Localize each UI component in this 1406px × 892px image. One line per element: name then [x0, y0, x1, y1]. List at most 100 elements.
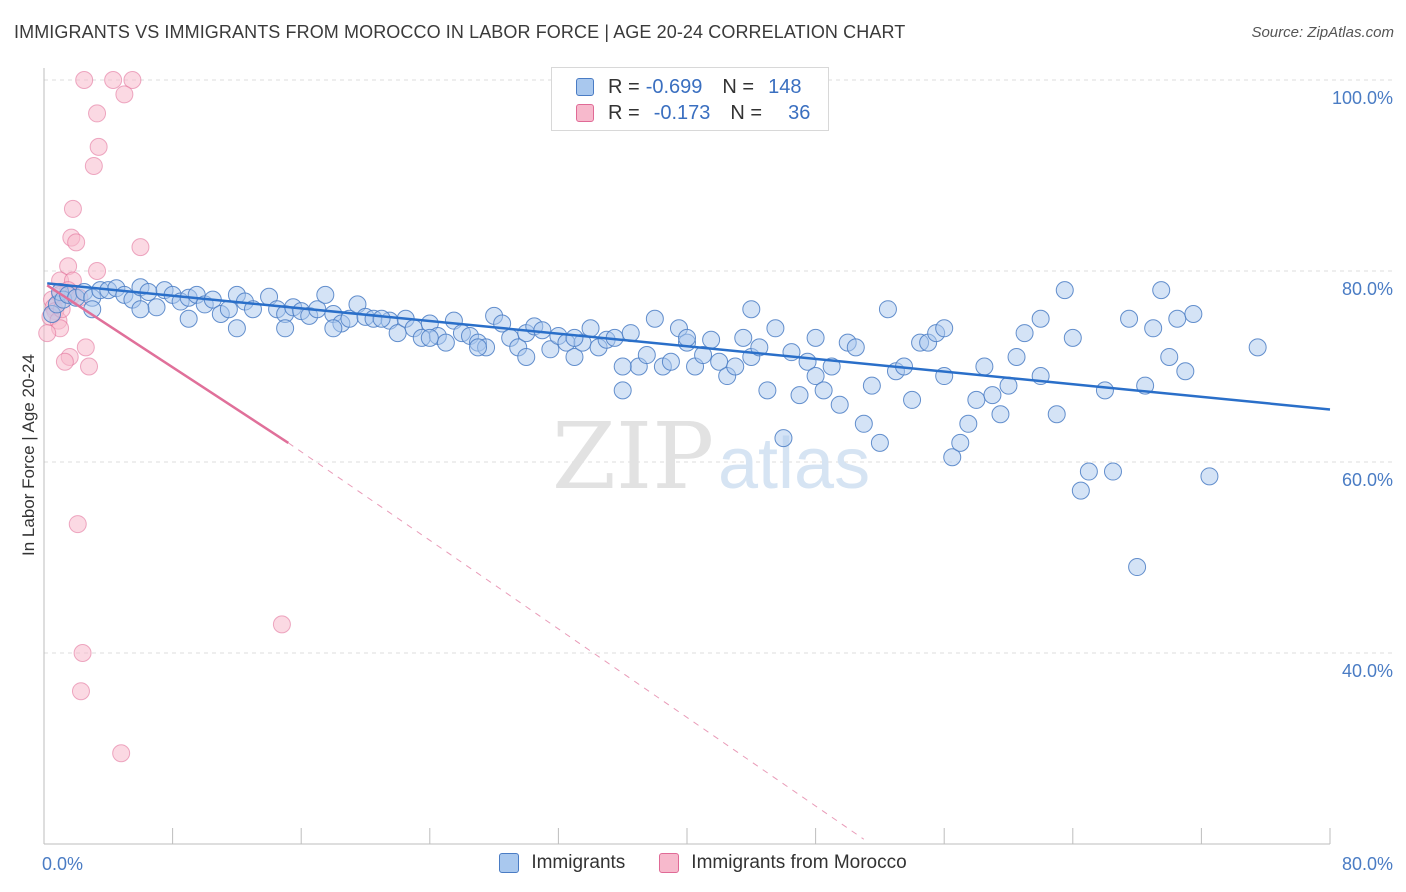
point-immigrants — [822, 357, 841, 376]
legend-r-value: -0.173 — [653, 101, 711, 124]
point-immigrants — [1128, 558, 1147, 577]
point-immigrants — [975, 357, 994, 376]
trend-line-morocco-extension — [288, 442, 865, 840]
point-immigrants — [316, 285, 335, 304]
point-immigrants — [750, 338, 769, 357]
point-immigrants — [758, 381, 777, 400]
point-immigrants — [991, 405, 1010, 424]
y-tick-labels: 100.0% 80.0% 60.0% 40.0% — [1332, 88, 1393, 681]
point-immigrants — [324, 319, 343, 338]
point-morocco — [80, 357, 99, 376]
point-immigrants — [943, 448, 962, 467]
legend-item-immigrants[interactable]: Immigrants — [499, 852, 625, 874]
legend-n-label: N = — [722, 75, 755, 98]
point-morocco — [123, 71, 142, 89]
point-immigrants — [790, 386, 809, 405]
source-label: Source: ZipAtlas.com — [1251, 24, 1394, 41]
point-immigrants — [1015, 324, 1034, 343]
point-immigrants — [1031, 309, 1050, 328]
point-immigrants — [147, 298, 166, 317]
series-legend: Immigrants Immigrants from Morocco — [0, 852, 1406, 874]
point-immigrants — [420, 328, 439, 347]
legend-swatch-blue — [576, 78, 594, 96]
point-morocco — [88, 104, 107, 123]
trend-lines — [46, 282, 1331, 840]
x-tick-labels: 0.0% 80.0% — [42, 854, 1393, 874]
point-immigrants — [1152, 281, 1171, 300]
legend-r-label: R = — [608, 75, 640, 98]
point-immigrants — [1095, 381, 1114, 400]
point-immigrants — [1103, 462, 1122, 481]
point-immigrants — [227, 319, 246, 338]
legend-item-label: Immigrants from Morocco — [691, 852, 907, 873]
y-tick-label: 100.0% — [1332, 88, 1393, 108]
point-immigrants — [959, 414, 978, 433]
point-immigrants — [774, 429, 793, 448]
point-immigrants — [1176, 362, 1195, 381]
series-immigrants — [43, 278, 1267, 577]
point-immigrants — [131, 300, 150, 319]
point-morocco — [131, 238, 150, 257]
point-immigrants — [541, 340, 560, 359]
point-morocco — [112, 744, 131, 763]
point-morocco — [84, 156, 103, 175]
point-immigrants — [967, 390, 986, 409]
legend-swatch-pink — [576, 104, 594, 122]
point-immigrants — [1055, 281, 1074, 300]
point-immigrants — [1007, 347, 1026, 366]
point-immigrants — [734, 328, 753, 347]
point-morocco — [67, 233, 86, 252]
point-immigrants — [854, 414, 873, 433]
point-immigrants — [581, 319, 600, 338]
point-immigrants — [935, 319, 954, 338]
point-immigrants — [1160, 347, 1179, 366]
point-morocco — [63, 199, 82, 218]
point-immigrants — [1168, 309, 1187, 328]
point-immigrants — [846, 338, 865, 357]
point-immigrants — [806, 367, 825, 386]
point-immigrants — [1120, 309, 1139, 328]
legend-swatch-blue — [499, 853, 520, 873]
point-morocco — [55, 352, 74, 371]
point-immigrants — [1144, 319, 1163, 338]
trend-line-morocco — [46, 284, 290, 444]
point-immigrants — [1248, 338, 1267, 357]
point-immigrants — [983, 386, 1002, 405]
point-immigrants — [1184, 304, 1203, 323]
point-immigrants — [870, 433, 889, 452]
point-immigrants — [1071, 481, 1090, 500]
point-immigrants — [517, 347, 536, 366]
y-tick-label: 60.0% — [1342, 470, 1393, 490]
series-morocco — [38, 71, 291, 763]
point-immigrants — [862, 376, 881, 395]
watermark: ZIP atlas — [552, 403, 870, 510]
trend-line-immigrants — [47, 282, 1331, 411]
chart-title: IMMIGRANTS VS IMMIGRANTS FROM MOROCCO IN… — [14, 22, 906, 42]
legend-n-label: N = — [730, 101, 763, 124]
legend-row-morocco: R = -0.173 N = 36 — [576, 102, 810, 124]
point-immigrants — [903, 390, 922, 409]
watermark-atlas: atlas — [718, 424, 870, 504]
point-immigrants — [694, 346, 713, 365]
legend-item-morocco[interactable]: Immigrants from Morocco — [659, 852, 907, 874]
point-morocco — [68, 515, 87, 534]
point-immigrants — [702, 330, 721, 349]
y-axis-title: In Labor Force | Age 20-24 — [19, 354, 38, 556]
point-immigrants — [830, 395, 849, 414]
point-immigrants — [372, 309, 391, 328]
point-morocco — [88, 262, 107, 280]
point-immigrants — [645, 309, 664, 328]
point-immigrants — [1047, 405, 1066, 424]
point-immigrants — [613, 381, 632, 400]
legend-n-value: 36 — [788, 101, 811, 124]
point-morocco — [115, 85, 134, 104]
point-immigrants — [951, 433, 970, 452]
y-tick-label: 40.0% — [1342, 661, 1393, 681]
point-immigrants — [179, 309, 198, 328]
watermark-zip: ZIP — [552, 403, 714, 510]
y-tick-label: 80.0% — [1342, 279, 1393, 299]
legend-r-label: R = — [608, 101, 640, 124]
point-immigrants — [565, 328, 584, 347]
point-morocco — [272, 615, 291, 634]
